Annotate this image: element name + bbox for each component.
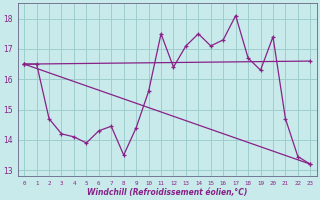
X-axis label: Windchill (Refroidissement éolien,°C): Windchill (Refroidissement éolien,°C) <box>87 188 247 197</box>
